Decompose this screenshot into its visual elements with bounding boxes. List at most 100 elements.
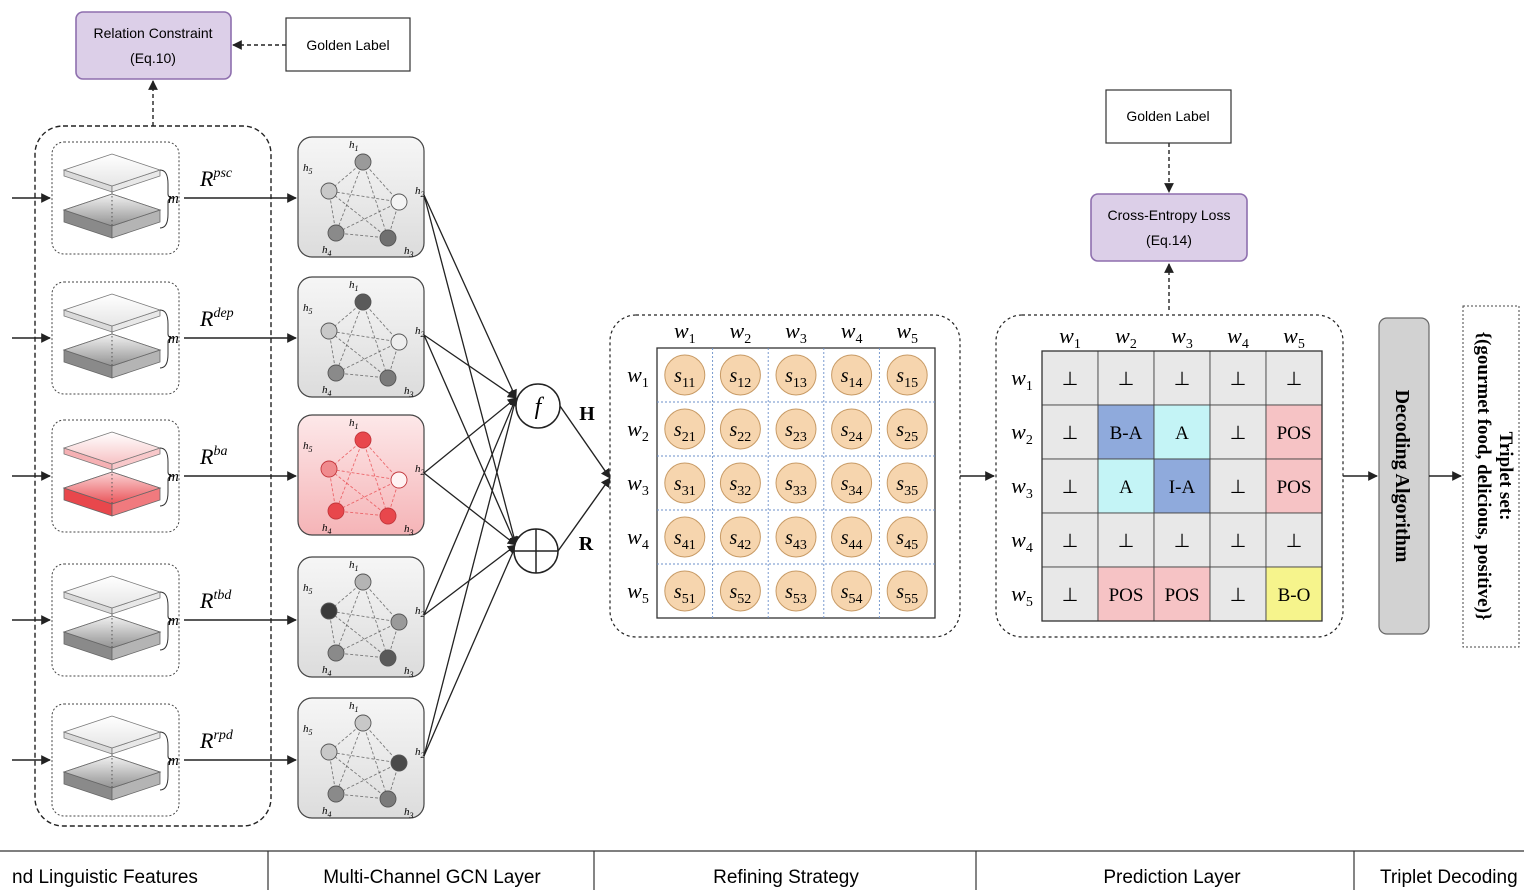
top-layer — [62, 293, 162, 333]
node-label: h5 — [303, 723, 313, 737]
relation-label-psc: Rpsc — [199, 166, 233, 191]
graph-edge — [362, 161, 400, 203]
gcn-box — [297, 276, 425, 398]
refine-cell: s11 — [664, 354, 706, 396]
refine-cell-label: s32 — [730, 473, 752, 499]
refine-container — [609, 314, 961, 638]
relation-label-rpd: Rrpd — [199, 728, 234, 753]
graph-node — [379, 649, 397, 667]
pred-cell-label: ⊥ — [1286, 369, 1303, 390]
gcn-channels: h1 h2 h3 h4 h5 h1 h2 h3 h4 h5 h1 h2 h3 h4 h5 h1 h2 h3 h4 h5… — [297, 136, 519, 820]
node-label: h1 — [349, 139, 359, 153]
pred-cell-label: ⊥ — [1230, 369, 1247, 390]
feature-channel-tbd: m Rtbd — [12, 563, 297, 677]
refine-cell: s22 — [719, 408, 761, 450]
fusion-operator-plus — [513, 528, 559, 574]
triplet-set-title: Triplet set: — [1495, 432, 1516, 521]
pred-cell — [1097, 566, 1155, 622]
graph-node — [327, 785, 345, 803]
gcn-to-f-arrow — [423, 194, 517, 399]
graph-edge — [335, 341, 400, 374]
graph-node — [390, 471, 408, 489]
refine-cell-label: s35 — [896, 473, 918, 499]
pred-cell — [1041, 566, 1099, 622]
graph-edge — [328, 610, 389, 659]
refine-cell: s54 — [831, 570, 873, 612]
refine-cell: s31 — [664, 462, 706, 504]
pred-col-header: w4 — [1227, 323, 1249, 352]
cross-entropy-box: Cross-Entropy Loss (Eq.14) — [1090, 193, 1248, 262]
pred-cell-label: ⊥ — [1062, 369, 1079, 390]
pred-cell-label: POS — [1277, 477, 1312, 498]
graph-node — [320, 602, 338, 620]
pred-cell-label: ⊥ — [1230, 477, 1247, 498]
relation-label-ba: Rba — [199, 444, 227, 469]
pred-cell-label: ⊥ — [1118, 531, 1135, 552]
node-label: h4 — [322, 384, 332, 398]
relation-sup: psc — [212, 166, 232, 181]
refine-cell-label: s42 — [730, 527, 752, 553]
gcn-channel-ba: h1 h2 h3 h4 h5 — [297, 414, 425, 537]
pred-cell — [1153, 404, 1211, 460]
graph-edge — [362, 722, 389, 800]
pred-cell-label: A — [1119, 477, 1133, 498]
refine-col-header: w4 — [841, 318, 863, 347]
refine-cell-label: s44 — [841, 527, 863, 553]
graph-edge — [335, 372, 389, 379]
pred-col-header: w5 — [1283, 323, 1305, 352]
refine-cell: s45 — [886, 516, 928, 558]
graph-edge — [335, 722, 364, 795]
pred-cell — [1265, 350, 1323, 406]
gcn-to-plus-arrow — [423, 472, 517, 546]
refine-cell: s43 — [775, 516, 817, 558]
graph-edge — [335, 581, 364, 654]
refine-cell-label: s53 — [785, 581, 807, 607]
pred-row-header: w1 — [1011, 365, 1033, 394]
refine-cell-label: s54 — [841, 581, 863, 607]
graph-node — [354, 153, 372, 171]
pred-cell — [1097, 350, 1155, 406]
graph-node — [327, 224, 345, 242]
pred-cell — [1265, 404, 1323, 460]
depth-m-label: m — [168, 191, 179, 207]
pred-row-header: w4 — [1011, 527, 1033, 556]
gcn-to-f-arrow — [423, 397, 519, 757]
refine-cell: s21 — [664, 408, 706, 450]
graph-node — [320, 460, 338, 478]
graph-node — [354, 293, 372, 311]
relation-base: R — [199, 588, 214, 613]
relation-constraint-title: Relation Constraint — [93, 25, 212, 41]
pred-cell — [1153, 458, 1211, 514]
top-layer — [62, 575, 162, 615]
stage-label-gcn: Multi-Channel GCN Layer — [323, 867, 541, 888]
golden-label-top-box: Golden Label — [285, 17, 411, 72]
refine-cell: s25 — [886, 408, 928, 450]
gcn-to-plus-arrow — [423, 194, 519, 546]
graph-edge — [328, 330, 389, 379]
h-to-refine-arrow — [559, 405, 611, 479]
pred-cell-label: ⊥ — [1062, 477, 1079, 498]
depth-m-label: m — [168, 753, 179, 769]
pred-cell-label: ⊥ — [1230, 531, 1247, 552]
refine-cell-label: s34 — [841, 473, 863, 499]
prediction-grid: w1 w2 w3 w4 w5 w1 w2 w3 w4 w5 ⊥ ⊥ ⊥ ⊥ ⊥ ⊥ B-A A ⊥ POS ⊥ A I-A ⊥… — [1011, 323, 1323, 622]
node-label: h5 — [303, 162, 313, 176]
refine-cell: s41 — [664, 516, 706, 558]
pred-row-header: w5 — [1011, 581, 1033, 610]
relation-label-tbd: Rtbd — [199, 588, 232, 613]
refine-cell-label: s51 — [674, 581, 696, 607]
node-label: h3 — [404, 523, 414, 537]
pred-cell-label: B-O — [1278, 585, 1311, 606]
graph-edge — [335, 510, 389, 517]
graph-edge — [335, 161, 364, 234]
graph-edge — [362, 439, 389, 517]
pred-cell — [1209, 404, 1267, 460]
triplet-set-value: {(gourmet food, delicious, positive)} — [1473, 332, 1494, 621]
bottom-layer — [62, 333, 162, 379]
pred-col-header: w3 — [1171, 323, 1193, 352]
relation-sup: tbd — [213, 588, 232, 603]
refine-col-header: w3 — [785, 318, 807, 347]
golden-label-right-box: Golden Label — [1105, 89, 1232, 144]
pred-cell — [1041, 350, 1099, 406]
refine-cell-label: s31 — [674, 473, 696, 499]
